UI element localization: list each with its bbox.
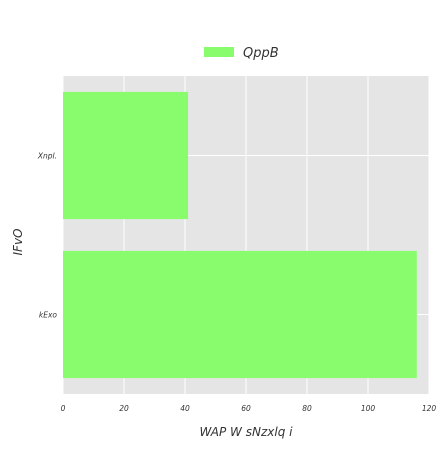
x-tick-label-60: 60 [241,404,251,413]
category-label-1: kExo [39,311,58,320]
x-tick-label-100: 100 [361,404,376,413]
bar-0 [63,91,189,220]
legend-label-qppb: QppB [243,46,279,61]
x-tick-label-20: 20 [119,404,129,413]
y-axis-title: IFvO [11,229,25,256]
x-tick-labels: 0 20 40 60 80 100 120 [61,404,437,413]
x-tick-label-80: 80 [302,404,312,413]
category-labels: Xnpl. kExo [37,152,58,320]
x-tick-label-120: 120 [422,404,437,413]
bars [63,91,417,379]
x-tick-label-0: 0 [61,404,66,413]
legend: QppB [204,46,279,61]
x-tick-label-40: 40 [180,404,190,413]
legend-swatch-qppb [204,47,234,57]
x-axis-title: WAP W sNzxlq i [200,425,294,439]
bar-1 [63,250,417,379]
category-label-0: Xnpl. [37,152,57,161]
